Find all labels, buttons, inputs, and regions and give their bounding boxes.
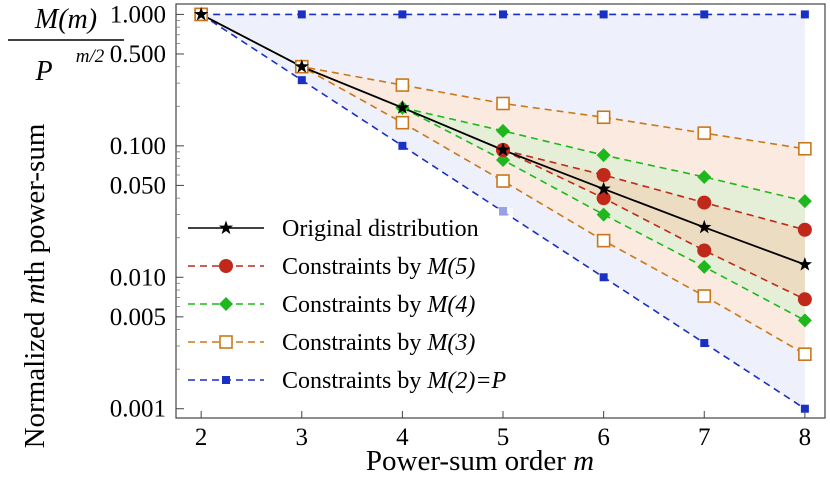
m3-upper-point bbox=[395, 78, 410, 92]
m3-lower-point bbox=[596, 233, 611, 248]
legend-label-var: M(3) bbox=[426, 330, 475, 356]
x-tick-label: 3 bbox=[296, 424, 309, 451]
y-axis-title: Normalized mth power-sum bbox=[19, 123, 51, 448]
legend-label-m2: Constraints by M(2)=P bbox=[282, 368, 507, 394]
legend-label-m4: Constraints by M(4) bbox=[282, 292, 475, 318]
m4-lower-point bbox=[797, 313, 812, 328]
x-tick-label: 2 bbox=[195, 424, 208, 451]
series-markers bbox=[194, 6, 813, 413]
legend-marker-orig bbox=[218, 220, 234, 235]
x-axis-title: Power-sum order m bbox=[366, 445, 594, 477]
m5-lower-point bbox=[596, 191, 611, 206]
m4-upper-point bbox=[496, 123, 511, 138]
x-tick-label: 6 bbox=[597, 424, 610, 451]
x-tick-label: 5 bbox=[497, 424, 510, 451]
y-tick-label: 1.000 bbox=[110, 1, 166, 28]
legend-label-orig: Original distribution bbox=[282, 216, 479, 242]
m5-lower-point bbox=[797, 292, 812, 307]
y-tick-label: 0.010 bbox=[110, 264, 166, 291]
legend-label-m3: Constraints by M(3) bbox=[282, 330, 475, 356]
fraction-exponent: m/2 bbox=[76, 46, 105, 67]
m3-upper-point bbox=[798, 141, 812, 156]
legend-label-m5: Constraints by M(5) bbox=[282, 254, 475, 280]
legend-marker-m4 bbox=[219, 297, 233, 311]
legend-marker-m3 bbox=[219, 335, 233, 349]
m5-upper-point bbox=[797, 222, 812, 237]
y-tick-label: 0.001 bbox=[110, 396, 166, 423]
x-axis-title-text: Power-sum order bbox=[366, 445, 573, 477]
m3-lower-point bbox=[395, 115, 410, 130]
fraction-numerator: M(m) bbox=[34, 4, 97, 35]
legend-label-var: M(5) bbox=[426, 254, 475, 280]
corner-fraction-label: M(m) P m/2 bbox=[8, 4, 124, 87]
m2-lower-point bbox=[398, 141, 407, 150]
orig-value-point bbox=[797, 257, 813, 271]
y-tick-label: 0.500 bbox=[110, 41, 166, 68]
orig-value-point bbox=[495, 142, 511, 157]
m2-upper-point bbox=[800, 10, 809, 19]
orig-value-point bbox=[395, 100, 410, 114]
plot-frame bbox=[175, 3, 826, 419]
m5-lower-point bbox=[697, 243, 712, 258]
legend-label-var: M(2)=P bbox=[426, 368, 506, 394]
x-tick-label: 7 bbox=[698, 424, 711, 451]
m5-upper-point bbox=[697, 195, 712, 210]
m4-lower-line bbox=[402, 107, 806, 322]
legend-label-prefix: Constraints by bbox=[282, 292, 427, 318]
x-tick-label: 8 bbox=[799, 424, 812, 451]
m3-lower-point bbox=[798, 347, 812, 361]
m4-upper-point bbox=[596, 148, 611, 163]
legend: Original distribution Constraints by M(5)… bbox=[183, 208, 513, 404]
legend-marker-m5 bbox=[219, 259, 233, 273]
m3-lower-point bbox=[496, 174, 510, 188]
m5-lower-line bbox=[502, 149, 806, 301]
m4-lower-point bbox=[697, 259, 712, 274]
orig-value-point bbox=[596, 181, 611, 196]
fraction-denominator: P bbox=[34, 56, 52, 87]
m2-upper-point bbox=[398, 10, 407, 19]
orig-value-point bbox=[194, 6, 209, 21]
m2-lower-point bbox=[599, 273, 608, 282]
x-tick-label: 4 bbox=[396, 424, 409, 451]
legend-label-var: M(4) bbox=[426, 292, 475, 318]
m5-upper-point bbox=[596, 168, 611, 183]
m2-upper-point bbox=[499, 10, 508, 19]
legend-label-prefix: Constraints by bbox=[282, 254, 427, 280]
m4-lower-point bbox=[496, 153, 511, 168]
m4-upper-point bbox=[797, 194, 812, 209]
legend-background bbox=[183, 208, 513, 404]
y-tick-label: 0.005 bbox=[110, 304, 166, 331]
m3-lower-point bbox=[697, 289, 712, 303]
m5-upper-line bbox=[502, 149, 806, 231]
legend-label-prefix: Original distribution bbox=[282, 216, 479, 242]
legend-label-prefix: Constraints by bbox=[282, 368, 427, 394]
m2-upper-point bbox=[599, 10, 608, 19]
m3-upper-point bbox=[697, 126, 712, 140]
m2-upper-point bbox=[297, 10, 306, 19]
y-tick-label: 0.100 bbox=[110, 133, 166, 160]
orig-value-point bbox=[294, 59, 309, 73]
m2-upper-point bbox=[700, 10, 709, 19]
x-axis: 2 3 4 5 6 7 8 bbox=[195, 411, 811, 451]
legend-marker-m2 bbox=[222, 376, 230, 384]
m2-lower-point bbox=[800, 404, 809, 413]
x-axis-title-var: m bbox=[573, 445, 594, 477]
y-tick-label: 0.050 bbox=[110, 172, 166, 199]
m3-upper-point bbox=[496, 96, 510, 111]
m2-lower-point bbox=[297, 76, 306, 85]
m4-upper-point bbox=[697, 169, 712, 184]
y-axis-title-suffix: th power-sum bbox=[19, 123, 51, 283]
orig-value-point bbox=[697, 219, 712, 234]
y-axis: 1.000 0.500 0.100 0.050 0.010 0.005 0.001 bbox=[110, 1, 184, 423]
y-axis-title-text: Normalized bbox=[19, 304, 51, 448]
m3-upper-point bbox=[596, 110, 611, 125]
m4-lower-point bbox=[596, 207, 611, 222]
y-axis-title-var: m bbox=[19, 283, 51, 304]
m2-lower-point bbox=[700, 339, 709, 348]
legend-label-prefix: Constraints by bbox=[282, 330, 427, 356]
